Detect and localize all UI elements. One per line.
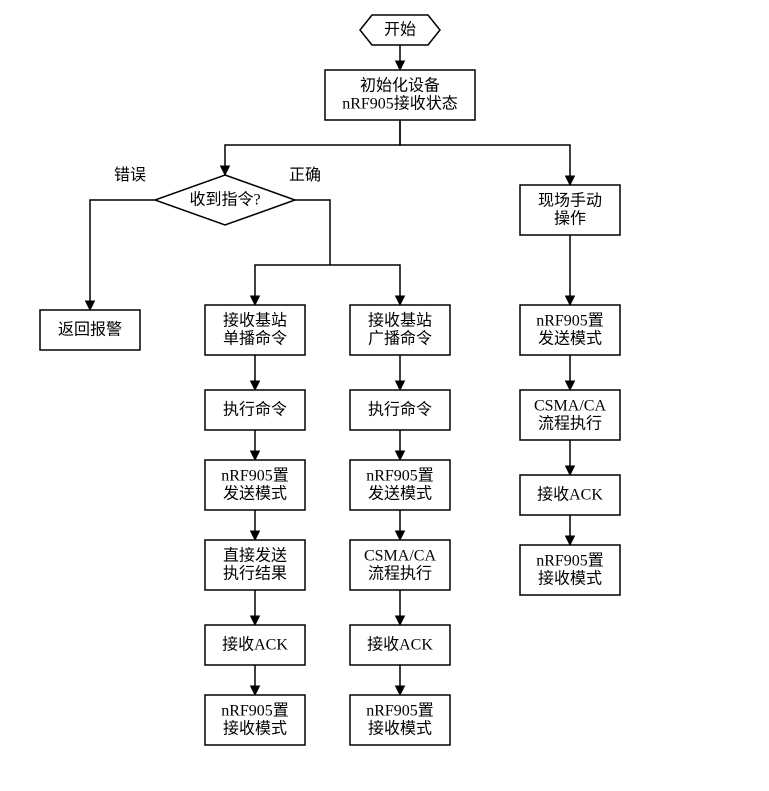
node-ack_b: 接收ACK (350, 625, 450, 665)
node-broadcast-line0: 接收基站 (368, 312, 432, 330)
node-start: 开始 (360, 15, 440, 45)
node-csma_c: CSMA/CA流程执行 (520, 390, 620, 440)
node-tx_a-line0: nRF905置 (221, 468, 289, 485)
node-direct_send: 直接发送执行结果 (205, 540, 305, 590)
node-init-line0: 初始化设备 (360, 77, 440, 95)
node-rx_c-line0: nRF905置 (536, 553, 604, 570)
node-ack_a: 接收ACK (205, 625, 305, 665)
node-ack_a-line0: 接收ACK (222, 636, 288, 654)
node-rx_a-line1: 接收模式 (223, 720, 287, 738)
node-alarm-line0: 返回报警 (58, 321, 122, 339)
node-tx_b: nRF905置发送模式 (350, 460, 450, 510)
node-tx_c: nRF905置发送模式 (520, 305, 620, 355)
node-broadcast: 接收基站广播命令 (350, 305, 450, 355)
node-exec_a-line0: 执行命令 (223, 401, 287, 419)
node-unicast: 接收基站单播命令 (205, 305, 305, 355)
node-decision: 收到指令? (155, 175, 295, 225)
node-exec_b: 执行命令 (350, 390, 450, 430)
node-broadcast-line1: 广播命令 (368, 330, 432, 348)
node-rx_c-line1: 接收模式 (538, 570, 602, 588)
node-tx_a: nRF905置发送模式 (205, 460, 305, 510)
edge-label: 正确 (289, 166, 321, 184)
flowchart-diagram: 开始初始化设备nRF905接收状态收到指令?返回报警现场手动操作接收基站单播命令… (0, 0, 769, 791)
node-exec_b-line0: 执行命令 (368, 401, 432, 419)
node-rx_c: nRF905置接收模式 (520, 545, 620, 595)
node-ack_c-line0: 接收ACK (537, 486, 603, 504)
node-decision-line0: 收到指令? (189, 191, 260, 209)
node-init-line1: nRF905接收状态 (342, 95, 458, 113)
node-exec_a: 执行命令 (205, 390, 305, 430)
node-ack_c: 接收ACK (520, 475, 620, 515)
node-manual-line1: 操作 (554, 210, 586, 228)
node-alarm: 返回报警 (40, 310, 140, 350)
node-csma_b: CSMA/CA流程执行 (350, 540, 450, 590)
node-unicast-line1: 单播命令 (223, 330, 287, 348)
edges-layer (90, 45, 570, 695)
node-rx_b: nRF905置接收模式 (350, 695, 450, 745)
edge (400, 120, 570, 185)
node-direct_send-line0: 直接发送 (223, 547, 287, 565)
node-rx_a-line0: nRF905置 (221, 703, 289, 720)
edge (90, 200, 155, 310)
node-manual: 现场手动操作 (520, 185, 620, 235)
node-rx_b-line1: 接收模式 (368, 720, 432, 738)
node-tx_a-line1: 发送模式 (223, 485, 287, 503)
edge (295, 200, 330, 265)
node-direct_send-line1: 执行结果 (223, 565, 287, 583)
edge (255, 265, 330, 305)
node-tx_b-line1: 发送模式 (368, 485, 432, 503)
node-tx_c-line1: 发送模式 (538, 330, 602, 348)
node-csma_c-line0: CSMA/CA (534, 398, 606, 415)
node-rx_a: nRF905置接收模式 (205, 695, 305, 745)
edge-label: 错误 (114, 166, 146, 184)
node-start-line0: 开始 (384, 21, 416, 39)
nodes-layer: 开始初始化设备nRF905接收状态收到指令?返回报警现场手动操作接收基站单播命令… (40, 15, 620, 745)
node-tx_c-line0: nRF905置 (536, 313, 604, 330)
node-csma_b-line1: 流程执行 (368, 565, 432, 583)
edge (330, 265, 400, 305)
node-ack_b-line0: 接收ACK (367, 636, 433, 654)
node-csma_b-line0: CSMA/CA (364, 548, 436, 565)
node-rx_b-line0: nRF905置 (366, 703, 434, 720)
node-tx_b-line0: nRF905置 (366, 468, 434, 485)
node-csma_c-line1: 流程执行 (538, 415, 602, 433)
node-manual-line0: 现场手动 (538, 192, 602, 210)
node-init: 初始化设备nRF905接收状态 (325, 70, 475, 120)
node-unicast-line0: 接收基站 (223, 312, 287, 330)
